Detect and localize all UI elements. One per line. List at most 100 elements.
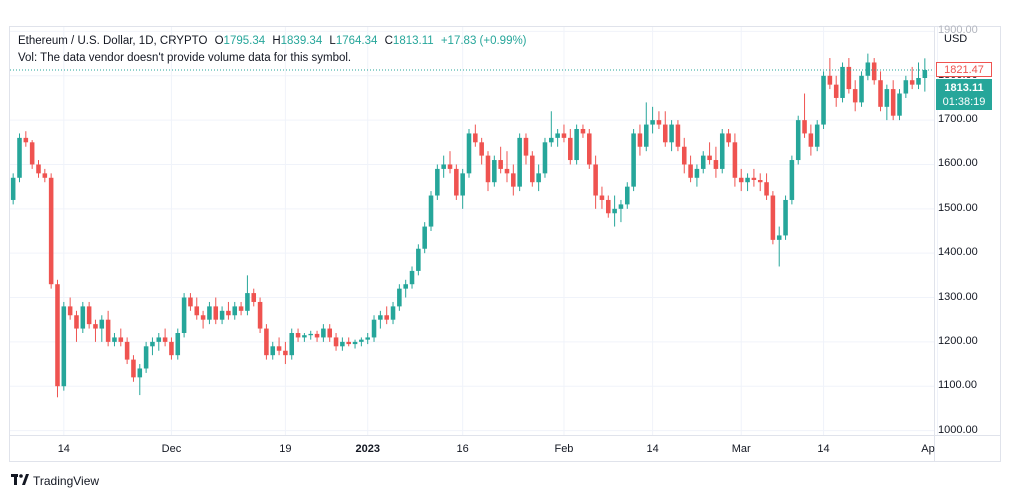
candle-body bbox=[93, 324, 98, 329]
volume-note: Vol: The data vendor doesn't provide vol… bbox=[18, 52, 352, 64]
candle bbox=[587, 129, 592, 169]
candle bbox=[580, 124, 586, 138]
candle bbox=[631, 129, 636, 192]
candle bbox=[10, 173, 16, 205]
candle-body bbox=[751, 177, 757, 180]
candle bbox=[637, 124, 643, 156]
candle bbox=[308, 330, 314, 340]
price-tick-label: 1700.00 bbox=[938, 113, 978, 126]
candle-body bbox=[916, 78, 921, 85]
candle-body bbox=[86, 306, 92, 325]
candle-body bbox=[403, 284, 408, 289]
candle bbox=[175, 328, 181, 360]
candle-body bbox=[555, 133, 560, 138]
high-label: H bbox=[272, 35, 281, 47]
candle bbox=[359, 337, 364, 347]
candle-body bbox=[61, 306, 67, 387]
candle bbox=[593, 155, 598, 209]
candle bbox=[422, 222, 427, 254]
candle bbox=[156, 333, 162, 351]
high-value: 1839.34 bbox=[280, 35, 323, 47]
change-value: +17.83 (+0.99%) bbox=[440, 35, 527, 47]
candle bbox=[403, 279, 408, 298]
candle bbox=[498, 146, 503, 174]
candle bbox=[29, 140, 35, 169]
candle-body bbox=[802, 120, 807, 134]
brand-name: TradingView bbox=[33, 473, 100, 488]
price-tick-label: 1400.00 bbox=[938, 246, 978, 259]
candle-body bbox=[454, 168, 459, 196]
candle bbox=[226, 301, 231, 320]
brand[interactable]: TradingView bbox=[11, 473, 99, 488]
candle bbox=[492, 155, 497, 187]
low-label: L bbox=[329, 35, 336, 47]
candle bbox=[86, 301, 92, 329]
candle-body bbox=[922, 69, 928, 78]
candle bbox=[295, 328, 301, 342]
candle bbox=[213, 297, 219, 325]
candle bbox=[150, 337, 155, 356]
candle-body bbox=[713, 160, 719, 169]
candle-body bbox=[416, 248, 421, 271]
candle bbox=[485, 151, 491, 192]
candle bbox=[42, 168, 48, 183]
candle-body bbox=[561, 133, 567, 138]
candle bbox=[74, 310, 79, 342]
candle bbox=[903, 75, 909, 98]
candle-body bbox=[890, 89, 896, 116]
candle-body bbox=[536, 173, 541, 183]
time-tick-label: Dec bbox=[161, 443, 182, 455]
candle-body bbox=[859, 75, 864, 103]
candle bbox=[264, 324, 269, 360]
candle bbox=[764, 173, 769, 200]
candle-body bbox=[631, 133, 636, 187]
candle bbox=[428, 191, 434, 231]
candle bbox=[112, 333, 117, 347]
candle bbox=[131, 355, 136, 382]
candle-body bbox=[789, 160, 795, 200]
open-label: O bbox=[214, 35, 224, 47]
candle-body bbox=[447, 164, 453, 169]
candle-body bbox=[397, 288, 402, 307]
candle-body bbox=[821, 75, 826, 125]
candle bbox=[821, 71, 826, 129]
candle bbox=[289, 328, 295, 360]
candle bbox=[48, 173, 54, 289]
candle bbox=[346, 337, 351, 347]
candle bbox=[479, 137, 484, 165]
candle bbox=[814, 120, 820, 152]
symbol-title[interactable]: Ethereum / U.S. Dollar, 1D, CRYPTO bbox=[18, 35, 208, 47]
candle bbox=[789, 155, 795, 205]
last-price-tag: 1813.11 01:38:19 bbox=[936, 79, 992, 110]
candle-body bbox=[549, 137, 554, 143]
candle bbox=[511, 164, 516, 196]
candle bbox=[599, 186, 605, 209]
price-tick-label: 1100.00 bbox=[938, 379, 977, 392]
currency-label[interactable]: USD bbox=[944, 33, 968, 45]
candle-body bbox=[42, 173, 48, 178]
candle-body bbox=[276, 346, 282, 351]
candle-body bbox=[542, 142, 548, 174]
ohlc-legend: Ethereum / U.S. Dollar, 1D, CRYPTO O1795… bbox=[18, 35, 527, 47]
candle-body bbox=[131, 359, 136, 378]
close-value: 1813.11 bbox=[392, 35, 434, 47]
candle-body bbox=[833, 84, 839, 98]
candle bbox=[656, 111, 662, 129]
candle-body bbox=[74, 315, 79, 329]
candle bbox=[378, 310, 383, 329]
candle bbox=[232, 301, 238, 320]
candle bbox=[827, 58, 833, 90]
candle-body bbox=[681, 146, 687, 165]
candle-body bbox=[606, 199, 611, 214]
candle-body bbox=[757, 180, 763, 183]
candle-body bbox=[884, 89, 890, 107]
candle-body bbox=[764, 182, 769, 196]
candle-body bbox=[346, 341, 351, 345]
candle-body bbox=[568, 137, 573, 161]
candle-body bbox=[909, 80, 915, 85]
candle bbox=[675, 120, 681, 152]
candle-body bbox=[580, 129, 586, 134]
candle-body bbox=[219, 310, 225, 320]
candle-body bbox=[827, 75, 833, 85]
